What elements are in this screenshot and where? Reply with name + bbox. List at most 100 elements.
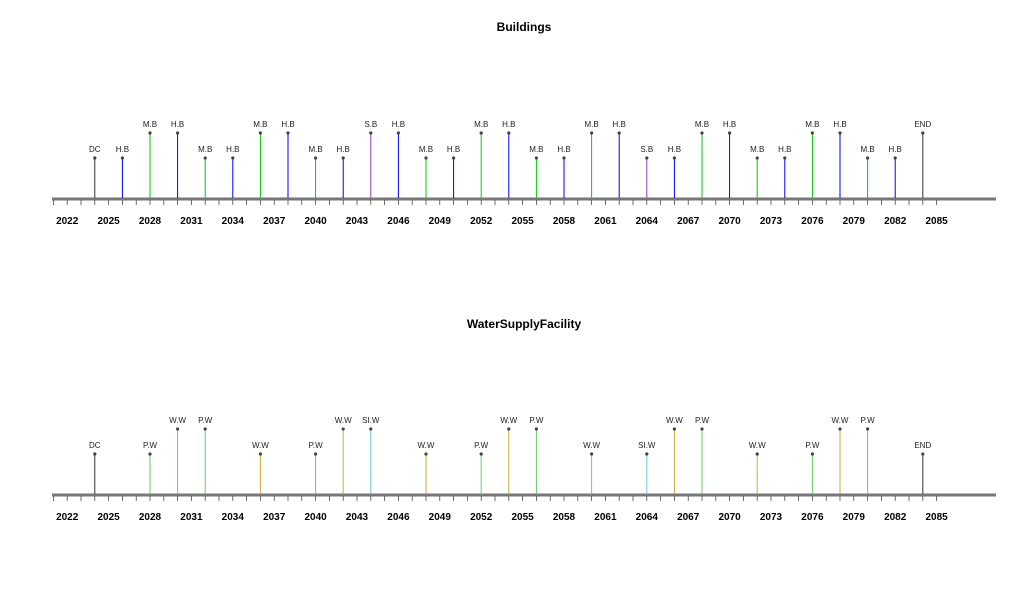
x-tick-label: 2043	[346, 216, 369, 227]
event-label: DC	[89, 441, 101, 450]
event-label: W.W	[418, 441, 435, 450]
x-tick-label: 2025	[97, 216, 120, 227]
event-point	[176, 131, 180, 135]
x-tick-label: 2076	[801, 216, 824, 227]
buildings-timeline: 2022 2025 2028 2031 2034 2037 2040 2043 2046 2049…	[52, 120, 996, 227]
event-point	[672, 156, 677, 160]
event-point	[893, 156, 897, 160]
x-tick-label: 2079	[843, 216, 866, 227]
event-label: M.B	[750, 145, 764, 154]
event-label: SI.W	[362, 416, 380, 425]
event-label: M.B	[584, 120, 598, 129]
event-label: W.W	[335, 416, 352, 425]
event-label: M.B	[419, 145, 433, 154]
event-label: S.B	[640, 145, 653, 154]
event-point	[921, 452, 925, 456]
event-label: M.B	[529, 145, 543, 154]
x-tick-label: 2031	[180, 216, 203, 227]
event-point	[534, 156, 539, 160]
event-point	[507, 427, 511, 431]
x-tick-label: 2073	[760, 216, 783, 227]
event-point	[507, 131, 511, 135]
x-tick-label: 2040	[304, 512, 327, 523]
event-label: M.B	[308, 145, 322, 154]
x-tick-label: 2031	[180, 512, 203, 523]
x-tick-label: 2082	[884, 216, 907, 227]
event-label: H.B	[171, 120, 184, 129]
event-label: M.B	[805, 120, 819, 129]
x-tick-label: 2064	[636, 512, 659, 523]
x-tick-label: 2025	[97, 512, 120, 523]
event-point	[258, 452, 262, 456]
event-label: H.B	[557, 145, 570, 154]
event-label: P.W	[309, 441, 324, 450]
event-point	[617, 131, 621, 135]
x-tick-label: 2037	[263, 512, 286, 523]
event-point	[645, 452, 649, 456]
event-label: P.W	[805, 441, 820, 450]
event-point	[783, 156, 787, 160]
x-tick-label: 2055	[511, 216, 534, 227]
event-label: END	[914, 120, 931, 129]
event-label: H.B	[447, 145, 460, 154]
event-label: P.W	[474, 441, 489, 450]
event-point	[755, 156, 759, 160]
event-point	[341, 156, 345, 160]
event-point	[562, 156, 566, 160]
event-label: W.W	[832, 416, 849, 425]
x-tick-label: 2073	[760, 512, 783, 523]
event-label: END	[914, 441, 931, 450]
event-point	[231, 156, 235, 160]
event-point	[258, 131, 262, 135]
event-point	[810, 131, 815, 135]
event-label: M.B	[253, 120, 267, 129]
x-tick-label: 2061	[594, 216, 617, 227]
event-point	[148, 452, 152, 456]
event-label: M.B	[695, 120, 709, 129]
x-tick-label: 2067	[677, 216, 700, 227]
event-point	[203, 427, 207, 431]
event-point	[700, 427, 704, 431]
x-tick-label: 2052	[470, 512, 493, 523]
x-tick-label: 2055	[511, 512, 534, 523]
event-point	[534, 427, 539, 431]
event-point	[286, 131, 290, 135]
event-label: H.B	[116, 145, 129, 154]
x-tick-label: 2043	[346, 512, 369, 523]
x-tick-label: 2046	[387, 512, 410, 523]
x-tick-label: 2034	[222, 216, 245, 227]
x-tick-label: 2067	[677, 512, 700, 523]
chart-title-buildings: Buildings	[497, 20, 552, 34]
x-tick-label: 2049	[429, 216, 452, 227]
event-label: W.W	[169, 416, 186, 425]
x-tick-label: 2058	[553, 216, 576, 227]
event-point	[120, 156, 124, 160]
event-label: S.B	[364, 120, 377, 129]
x-tick-label: 2079	[843, 512, 866, 523]
event-point	[645, 156, 649, 160]
x-tick-label: 2034	[222, 512, 245, 523]
event-label: M.B	[198, 145, 212, 154]
event-label: H.B	[502, 120, 515, 129]
event-label: W.W	[500, 416, 517, 425]
event-point	[810, 452, 815, 456]
event-point	[728, 131, 732, 135]
event-point	[341, 427, 345, 431]
event-point	[203, 156, 207, 160]
x-tick-label: 2082	[884, 512, 907, 523]
event-point	[93, 452, 97, 456]
event-point	[479, 131, 483, 135]
event-label: P.W	[143, 441, 158, 450]
x-tick-label: 2046	[387, 216, 410, 227]
event-point	[314, 452, 318, 456]
event-label: W.W	[666, 416, 683, 425]
event-label: H.B	[778, 145, 791, 154]
x-tick-label: 2064	[636, 216, 659, 227]
event-label: P.W	[861, 416, 876, 425]
event-point	[838, 131, 842, 135]
x-tick-label: 2028	[139, 216, 162, 227]
event-point	[672, 427, 677, 431]
event-label: DC	[89, 145, 101, 154]
event-point	[396, 131, 400, 135]
